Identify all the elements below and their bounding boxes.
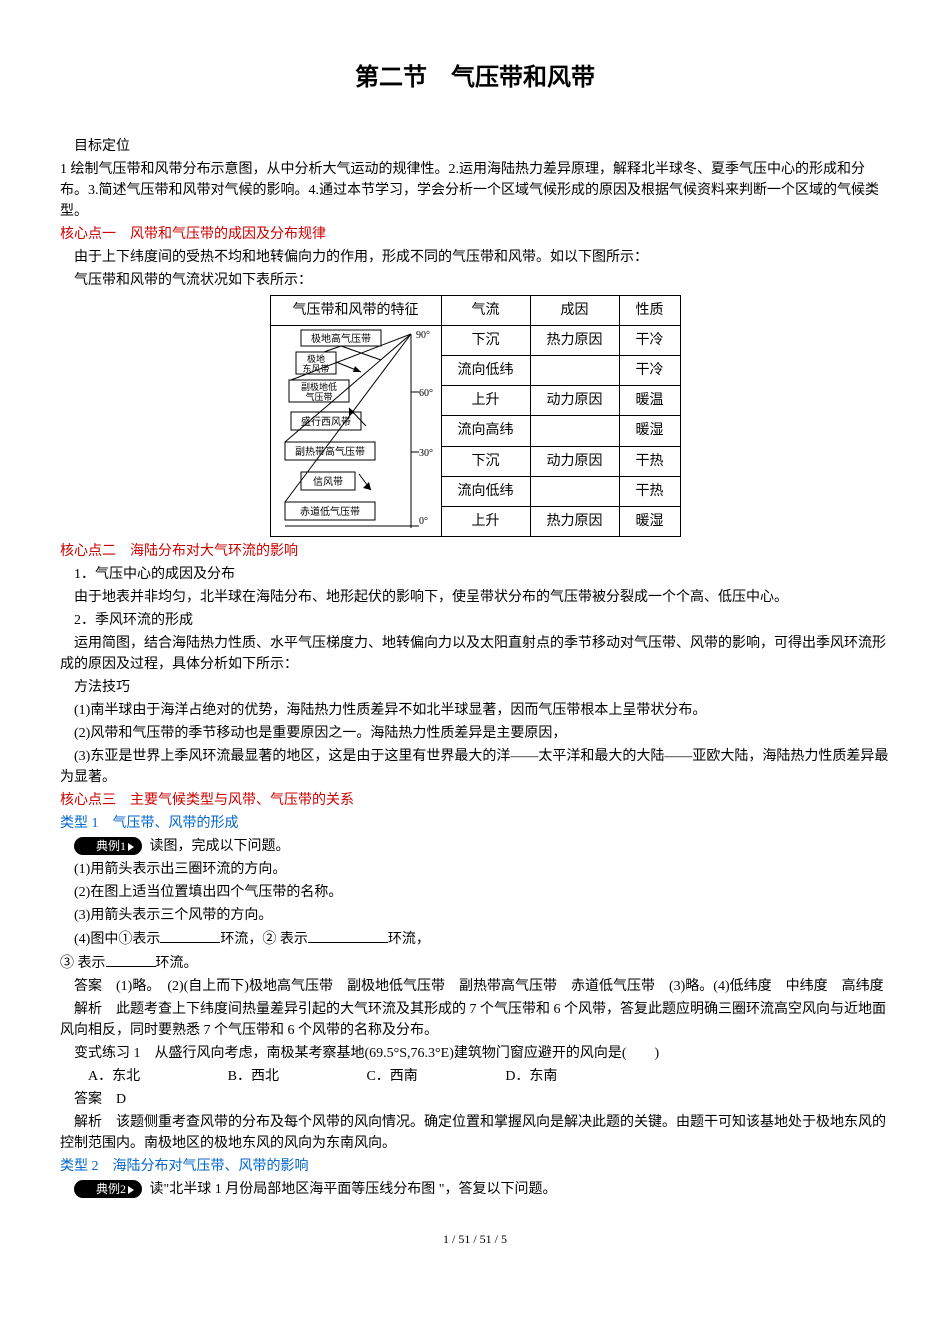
- table-row: 上升: [441, 386, 530, 416]
- choice-a[interactable]: A．东北: [74, 1066, 140, 1087]
- example2: 典例2 读"北半球 1 月份局部地区海平面等压线分布图 "，答复以下问题。: [60, 1179, 890, 1200]
- svg-text:气压带: 气压带: [305, 391, 332, 402]
- lat-30: 30°: [419, 448, 433, 459]
- table-row: 热力原因: [530, 506, 619, 536]
- lat-60: 60°: [419, 388, 433, 399]
- table-row: 暖湿: [619, 416, 680, 446]
- table-header-airflow: 气流: [441, 296, 530, 326]
- variant1-choices: A．东北 B．西北 C．西南 D．东南: [60, 1066, 890, 1087]
- table-row: 下沉: [441, 326, 530, 356]
- table-header-nature: 性质: [619, 296, 680, 326]
- table-row: [530, 416, 619, 446]
- core2-p1: 由于地表并非均匀，北半球在海陆分布、地形起伏的影响下，使呈带状分布的气压带被分裂…: [60, 587, 890, 608]
- ex1-q4: (4)图中①表示环流，② 表示环流，: [60, 928, 890, 950]
- variant1-answer: 答案 D: [60, 1089, 890, 1110]
- core1-heading: 核心点一 风带和气压带的成因及分布规律: [60, 224, 890, 245]
- table-row: 干热: [619, 446, 680, 476]
- core2-tip1: (1)南半球由于海洋占绝对的优势，海陆热力性质差异不如北半球显著，因而气压带根本…: [60, 700, 890, 721]
- svg-text:东风带: 东风带: [302, 363, 329, 374]
- choice-d[interactable]: D．东南: [491, 1066, 557, 1087]
- example1-badge: 典例1: [74, 837, 142, 855]
- page-footer: 1 / 51 / 51 / 5: [60, 1230, 890, 1248]
- play-icon: [128, 843, 134, 851]
- table-row: 干热: [619, 476, 680, 506]
- lat-0: 0°: [419, 516, 428, 527]
- ex1-explanation: 解析 此题考查上下纬度间热量差异引起的大气环流及其形成的 7 个气压带和 6 个…: [60, 999, 890, 1041]
- table-row: 干冷: [619, 326, 680, 356]
- table-row: [530, 356, 619, 386]
- svg-text:副极地低: 副极地低: [300, 381, 336, 392]
- example1-intro: 读图，完成以下问题。: [150, 839, 290, 854]
- table-row: 动力原因: [530, 386, 619, 416]
- belt-diagram: 极地高气压带 90° 极地 东风带 副极地低 气压带 60° 盛行西风带: [270, 326, 441, 537]
- objective-text: 1 绘制气压带和风带分布示意图，从中分析大气运动的规律性。2.运用海陆热力差异原…: [60, 159, 890, 222]
- ex1-q3: (3)用箭头表示三个风带的方向。: [60, 905, 890, 926]
- choice-c[interactable]: C．西南: [352, 1066, 417, 1087]
- diagram-label-0: 极地高气压带: [311, 332, 371, 345]
- example2-badge: 典例2: [74, 1180, 142, 1198]
- objective-label: 目标定位: [60, 136, 890, 157]
- variant1-explanation: 解析 该题侧重考查风带的分布及每个风带的风向情况。确定位置和掌握风向是解决此题的…: [60, 1112, 890, 1154]
- table-row: 下沉: [441, 446, 530, 476]
- core1-p2: 气压带和风带的气流状况如下表所示：: [60, 270, 890, 291]
- table-row: 热力原因: [530, 326, 619, 356]
- core1-p1: 由于上下纬度间的受热不均和地转偏向力的作用，形成不同的气压带和风带。如以下图所示…: [60, 247, 890, 268]
- choice-b[interactable]: B．西北: [214, 1066, 279, 1087]
- core2-method: 方法技巧: [60, 677, 890, 698]
- core2-sub1: 1．气压中心的成因及分布: [60, 564, 890, 585]
- table-row: [530, 476, 619, 506]
- type2-heading: 类型 2 海陆分布对气压带、风带的影响: [60, 1156, 890, 1177]
- table-row: 流向低纬: [441, 356, 530, 386]
- ex1-q4-cont: ③ 表示环流。: [60, 952, 890, 974]
- blank-input[interactable]: [106, 952, 156, 967]
- table-header-cause: 成因: [530, 296, 619, 326]
- table-row: 流向高纬: [441, 416, 530, 446]
- blank-input[interactable]: [160, 928, 220, 943]
- page-title: 第二节 气压带和风带: [60, 60, 890, 96]
- example1: 典例1 读图，完成以下问题。: [60, 836, 890, 857]
- svg-text:极地: 极地: [306, 353, 324, 364]
- core2-sub2: 2．季风环流的形成: [60, 610, 890, 631]
- example2-intro: 读"北半球 1 月份局部地区海平面等压线分布图 "，答复以下问题。: [150, 1182, 557, 1197]
- table-row: 暖温: [619, 386, 680, 416]
- table-row: 干冷: [619, 356, 680, 386]
- table-row: 暖湿: [619, 506, 680, 536]
- pressure-belt-table: 气压带和风带的特征 气流 成因 性质 极地高气压带 90° 极地 东风带: [270, 295, 681, 537]
- ex1-q2: (2)在图上适当位置填出四个气压带的名称。: [60, 882, 890, 903]
- ex1-q1: (1)用箭头表示出三圈环流的方向。: [60, 859, 890, 880]
- core2-heading: 核心点二 海陆分布对大气环流的影响: [60, 541, 890, 562]
- variant1: 变式练习 1 从盛行风向考虑，南极某考察基地(69.5°S,76.3°E)建筑物…: [60, 1043, 890, 1064]
- type1-heading: 类型 1 气压带、风带的形成: [60, 813, 890, 834]
- table-header-feature: 气压带和风带的特征: [270, 296, 441, 326]
- table-row: 动力原因: [530, 446, 619, 476]
- play-icon: [128, 1186, 134, 1194]
- table-row: 上升: [441, 506, 530, 536]
- table-row: 流向低纬: [441, 476, 530, 506]
- core2-tip2: (2)风带和气压带的季节移动也是重要原因之一。海陆热力性质差异是主要原因，: [60, 723, 890, 744]
- core3-heading: 核心点三 主要气候类型与风带、气压带的关系: [60, 790, 890, 811]
- core2-tip3: (3)东亚是世界上季风环流最显著的地区，这是由于这里有世界最大的洋——太平洋和最…: [60, 746, 890, 788]
- svg-text:赤道低气压带: 赤道低气压带: [300, 505, 360, 518]
- blank-input[interactable]: [308, 928, 388, 943]
- svg-text:信风带: 信风带: [313, 476, 343, 488]
- svg-text:副热带高气压带: 副热带高气压带: [295, 445, 365, 458]
- ex1-answer: 答案 (1)略。 (2)(自上而下)极地高气压带 副极地低气压带 副热带高气压带…: [60, 976, 890, 997]
- lat-90: 90°: [416, 330, 430, 341]
- core2-p2: 运用简图，结合海陆热力性质、水平气压梯度力、地转偏向力以及太阳直射点的季节移动对…: [60, 633, 890, 675]
